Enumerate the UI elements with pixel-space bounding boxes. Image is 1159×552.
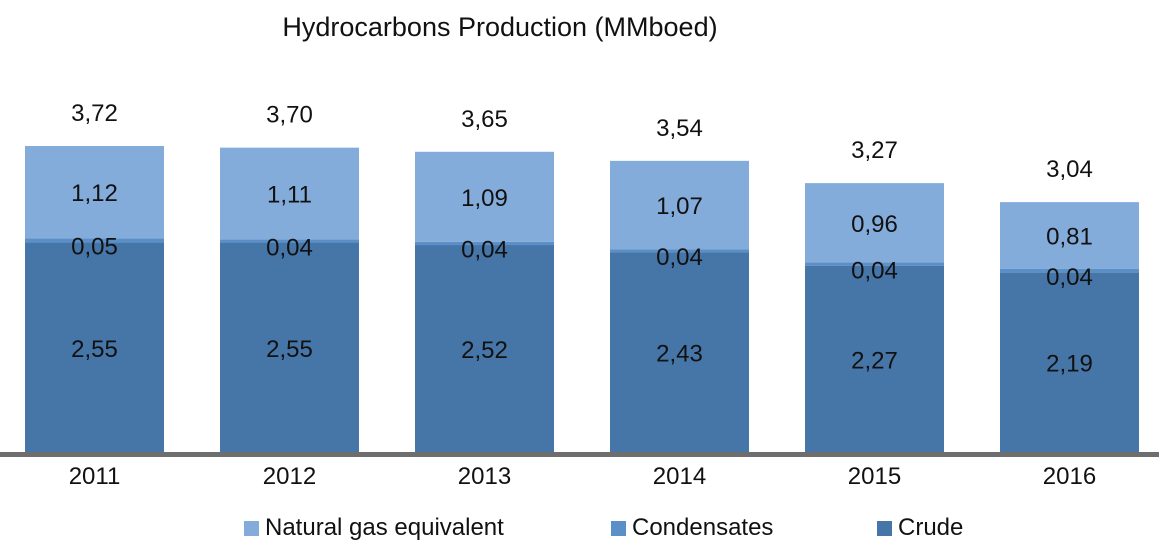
x-tick-label-2016: 2016 [1043, 463, 1096, 490]
bar-condensates-2011 [25, 238, 164, 243]
bar-natural-gas-equivalent-2016 [1000, 202, 1139, 269]
data-label-natural-gas-2016: 0,81 [1046, 224, 1093, 251]
bar-crude-2013 [415, 245, 554, 453]
legend-label-crude: Crude [898, 514, 964, 541]
x-tick-label-2012: 2012 [263, 463, 316, 490]
bar-condensates-2015 [805, 262, 944, 266]
data-label-condensates-2012: 0,04 [266, 234, 313, 261]
bar-crude-2016 [1000, 272, 1139, 453]
legend-label-natural-gas: Natural gas equivalent [265, 514, 504, 541]
bar-natural-gas-equivalent-2011 [25, 146, 164, 239]
bar-natural-gas-equivalent-2015 [805, 183, 944, 263]
data-label-crude-2014: 2,43 [656, 341, 703, 368]
data-label-total-2011: 3,72 [71, 100, 118, 127]
legend-swatch-crude [877, 520, 892, 536]
bar-condensates-2013 [415, 241, 554, 246]
data-label-total-2013: 3,65 [461, 106, 508, 133]
x-tick-label-2015: 2015 [848, 463, 901, 490]
bar-crude-2014 [610, 252, 749, 453]
data-label-crude-2013: 2,52 [461, 337, 508, 364]
bar-crude-2015 [805, 265, 944, 453]
x-tick-label-2013: 2013 [458, 463, 511, 490]
data-label-crude-2016: 2,19 [1046, 351, 1093, 378]
x-tick-label-2011: 2011 [69, 463, 121, 490]
bar-condensates-2016 [1000, 268, 1139, 273]
bar-natural-gas-equivalent-2013 [415, 151, 554, 242]
legend-label-condensates: Condensates [632, 514, 774, 541]
bar-crude-2011 [25, 242, 164, 453]
data-label-condensates-2011: 0,05 [71, 233, 118, 260]
chart-title: Hydrocarbons Production (MMboed) [282, 12, 718, 42]
data-label-total-2014: 3,54 [656, 115, 703, 142]
data-label-total-2015: 3,27 [851, 137, 898, 164]
data-label-total-2012: 3,70 [266, 102, 313, 129]
legend-item-condensates: Condensates [611, 514, 773, 542]
data-label-condensates-2013: 0,04 [461, 237, 508, 264]
bar-condensates-2014 [610, 249, 749, 253]
legend-swatch-condensates [611, 520, 626, 536]
bar-crude-2012 [220, 242, 359, 453]
data-label-crude-2012: 2,55 [266, 336, 313, 363]
legend-item-crude: Crude [877, 514, 963, 542]
x-axis-line [0, 452, 1159, 457]
data-label-natural-gas-2011: 1,12 [71, 180, 118, 207]
data-label-condensates-2015: 0,04 [851, 257, 898, 284]
data-label-crude-2011: 2,55 [71, 336, 118, 363]
legend-swatch-natural-gas [244, 520, 259, 536]
data-label-natural-gas-2013: 1,09 [461, 185, 508, 212]
legend-item-natural-gas: Natural gas equivalent [244, 514, 504, 542]
x-tick-label-2014: 2014 [653, 463, 706, 490]
bar-natural-gas-equivalent-2014 [610, 160, 749, 250]
bar-condensates-2012 [220, 239, 359, 243]
data-label-total-2016: 3,04 [1046, 156, 1093, 183]
data-label-natural-gas-2014: 1,07 [656, 193, 703, 220]
data-label-crude-2015: 2,27 [851, 347, 898, 374]
data-label-natural-gas-2015: 0,96 [851, 211, 898, 238]
data-label-natural-gas-2012: 1,11 [267, 181, 312, 208]
bar-natural-gas-equivalent-2012 [220, 147, 359, 240]
data-label-condensates-2016: 0,04 [1046, 264, 1093, 291]
data-label-condensates-2014: 0,04 [656, 244, 703, 271]
legend: Natural gas equivalent Condensates Crude [0, 514, 1159, 544]
